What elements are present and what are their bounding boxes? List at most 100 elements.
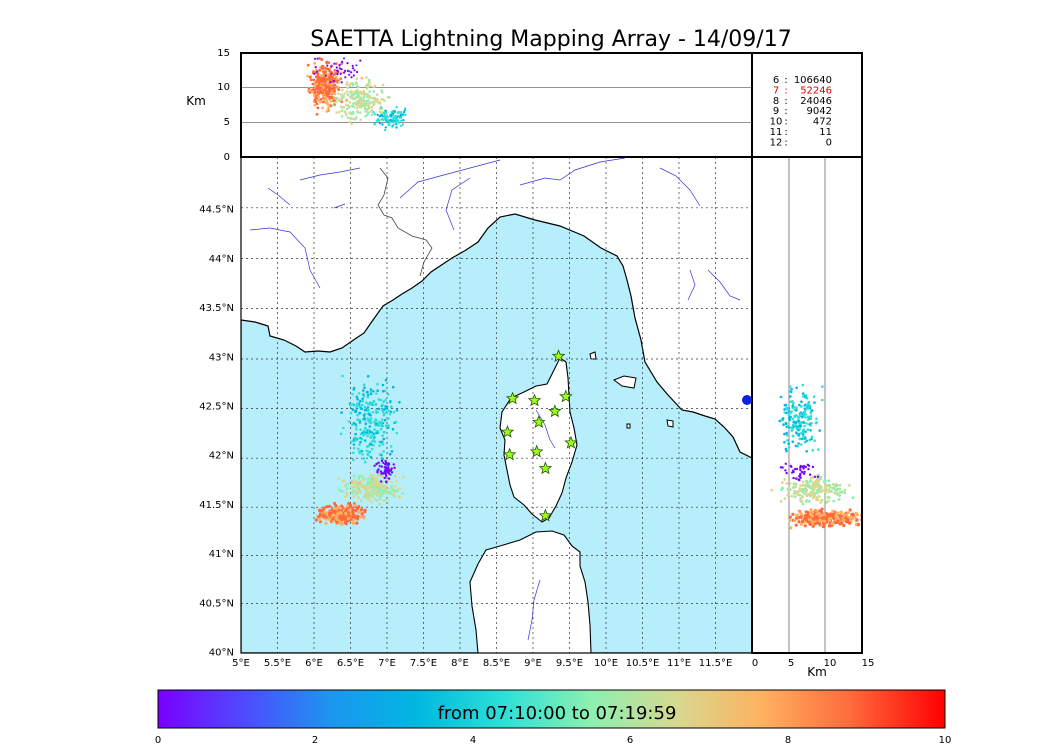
lightning-source (819, 477, 822, 481)
lightning-source (366, 83, 369, 86)
lon-tick-label: 10.5°E (626, 658, 660, 669)
lightning-source (372, 90, 376, 93)
lightning-source (378, 503, 381, 506)
lightning-source (363, 439, 367, 442)
lightning-source (387, 409, 390, 412)
lightning-source (389, 469, 393, 472)
lightning-source (314, 100, 318, 104)
lightning-source (395, 126, 398, 129)
map-lightning-sources (314, 374, 405, 526)
station-count-frame (751, 52, 863, 158)
lightning-source (357, 505, 361, 509)
lightning-source (356, 70, 359, 74)
lightning-source (802, 472, 806, 475)
lightning-source (362, 414, 366, 417)
lightning-source (820, 486, 823, 490)
lightning-source (389, 473, 392, 476)
lightning-source (399, 116, 403, 119)
lightning-source (785, 411, 788, 415)
lightning-source (381, 383, 385, 387)
lightning-source (382, 472, 385, 475)
lightning-source (355, 116, 358, 119)
lon-tick-label: 5.5°E (264, 658, 291, 669)
lightning-source (318, 509, 322, 513)
lightning-source (795, 408, 798, 412)
lightning-source (348, 111, 351, 115)
lightning-source (786, 439, 789, 442)
lightning-source (345, 491, 348, 495)
lightning-source (316, 74, 319, 78)
lightning-source (346, 517, 350, 521)
lightning-source (842, 523, 846, 528)
lightning-source (373, 84, 377, 88)
capraia-island (612, 375, 637, 389)
lightning-source (380, 98, 383, 101)
lightning-source (342, 95, 345, 98)
lightning-source (317, 88, 320, 91)
lightning-source (334, 516, 338, 520)
lightning-source (359, 111, 362, 114)
lightning-source (375, 93, 379, 96)
lightning-source (331, 76, 335, 80)
lightning-source (384, 398, 387, 402)
lightning-source (388, 452, 392, 456)
station-star (551, 349, 566, 363)
source-count: 52246 (800, 85, 832, 96)
lightning-source (813, 475, 817, 478)
lightning-source (797, 442, 800, 445)
lightning-source (840, 521, 844, 525)
lightning-source (381, 434, 384, 438)
lightning-source (330, 510, 334, 514)
lon-tick-label: 7.5°E (410, 658, 437, 669)
lightning-source (816, 481, 820, 485)
station-count-row: 6:106640 (773, 75, 832, 86)
lightning-source (382, 450, 385, 453)
lightning-source (791, 434, 795, 438)
lightning-source (357, 98, 361, 101)
lat-tick-label: 40°N (209, 648, 234, 659)
lightning-source (360, 508, 364, 512)
lightning-source (391, 427, 395, 431)
lightning-source (383, 469, 387, 472)
lightning-source (361, 453, 364, 456)
lightning-source (357, 90, 360, 94)
lightning-source (794, 485, 798, 488)
lightning-source (363, 417, 367, 420)
lightning-source (801, 392, 805, 395)
lightning-source (372, 492, 376, 495)
lightning-source (384, 378, 388, 382)
lightning-source (351, 104, 355, 108)
lightning-source (373, 440, 377, 444)
lightning-source (793, 518, 797, 523)
lightning-source (799, 476, 802, 479)
lightning-source (313, 57, 317, 60)
lightning-source (812, 495, 816, 499)
lightning-source (354, 439, 357, 443)
lightning-source (401, 492, 405, 495)
lightning-source (353, 92, 357, 95)
lightning-source (372, 483, 376, 487)
lightning-source (384, 126, 387, 129)
lightning-source (387, 417, 390, 420)
lightning-source (381, 115, 384, 118)
lightning-source (340, 93, 343, 96)
colorbar-tick-0: 0 (155, 735, 161, 746)
lightning-source (340, 504, 344, 508)
lightning-source (842, 519, 846, 523)
lightning-source (366, 393, 370, 397)
side-xtick-10: 10 (824, 658, 837, 669)
lightning-source (332, 99, 335, 103)
lightning-source (374, 403, 378, 407)
lightning-source (788, 385, 792, 388)
lightning-source (359, 118, 362, 122)
lat-tick-label: 43.5°N (199, 303, 234, 314)
lightning-source (371, 495, 375, 499)
lightning-source (382, 412, 386, 416)
rivers (249, 157, 741, 641)
lightning-source (349, 117, 353, 120)
lon-tick-label: 11°E (667, 658, 691, 669)
lightning-source (352, 474, 356, 478)
lightning-source (808, 522, 813, 527)
lightning-source (343, 484, 347, 488)
lightning-source (785, 434, 789, 437)
